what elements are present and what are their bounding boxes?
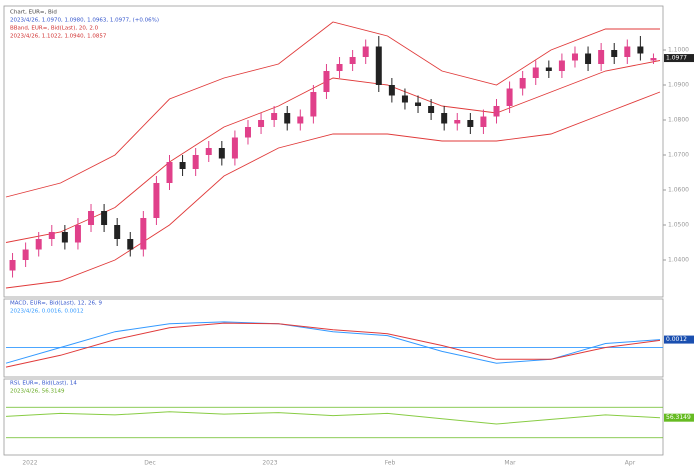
candle-body — [205, 148, 212, 155]
candle-body — [192, 155, 199, 169]
y-tick-label: 1.0600 — [668, 187, 689, 194]
y-tick-label: 1.0700 — [668, 152, 689, 159]
candle-body — [598, 50, 605, 64]
bb-lower — [5, 91, 661, 289]
candle-body — [310, 92, 317, 117]
main-info: 2023/4/26, 1.0970, 1.0980, 1.0963, 1.097… — [10, 18, 159, 24]
bb-upper — [5, 21, 660, 198]
x-tick-label: Apr — [625, 460, 636, 467]
candle-body — [336, 64, 343, 71]
y-tick-label: 1.0500 — [668, 222, 689, 229]
last-price-box — [664, 54, 694, 63]
candle-body — [88, 211, 95, 225]
candle-body — [231, 137, 238, 159]
bb-middle — [5, 60, 661, 243]
candle-body — [22, 249, 29, 260]
bb-title: BBand, EUR=, Bid(Last), 20, 2.0 — [10, 26, 99, 32]
y-tick-label: 1.0900 — [668, 82, 689, 89]
candle-body — [127, 239, 134, 250]
x-tick-label: 2023 — [262, 460, 277, 467]
candle-body — [218, 148, 225, 159]
macd-info: 2023/4/26, 0.0016, 0.0012 — [10, 309, 84, 315]
y-tick-label: 1.0400 — [668, 257, 689, 264]
candle-body — [532, 67, 539, 78]
main-frame — [3, 5, 664, 298]
main-title: Chart, EUR=, Bid — [10, 10, 57, 16]
candle-body — [624, 46, 631, 57]
candle-body — [637, 46, 644, 54]
bb-info: 2023/4/26, 1.1022, 1.0940, 1.0857 — [10, 34, 107, 40]
macd-last-box — [664, 335, 694, 344]
rsi-last: 56.3149 — [666, 414, 691, 421]
y-tick-label: 1.1000 — [668, 47, 689, 54]
candle-body — [558, 60, 565, 71]
candle-body — [284, 113, 291, 124]
candle-body — [9, 260, 16, 271]
y-tick-label: 1.0800 — [668, 117, 689, 124]
candle-body — [480, 116, 487, 127]
candle-body — [114, 225, 121, 239]
candle-body — [388, 85, 395, 96]
candle-body — [74, 225, 81, 243]
candle-body — [271, 113, 278, 120]
candle-body — [244, 127, 251, 138]
candle-body — [441, 113, 448, 124]
x-tick-label: 2022 — [22, 460, 37, 467]
x-tick-label: Dec — [144, 460, 156, 467]
candle-body — [258, 120, 265, 127]
candle-body — [545, 67, 552, 71]
rsi-info: 2023/4/26, 56.3149 — [10, 389, 65, 395]
last-price: 1.0977 — [666, 55, 687, 62]
x-tick-label: Feb — [385, 460, 396, 467]
rsi-title: RSI, EUR=, Bid(Last), 14 — [10, 381, 77, 387]
candle-body — [101, 211, 108, 225]
signal-line — [5, 322, 661, 368]
candle-body — [61, 232, 68, 243]
candle-body — [297, 116, 304, 124]
candle-body — [467, 120, 474, 127]
candle-body — [375, 46, 382, 85]
candle-body — [166, 162, 173, 183]
candle-body — [349, 57, 356, 64]
candle-body — [519, 78, 526, 89]
candle-body — [323, 71, 330, 92]
candle-body — [401, 95, 408, 103]
candle-body — [585, 53, 592, 64]
candle-body — [650, 58, 657, 61]
rsi-last-box — [664, 413, 694, 422]
candle-body — [48, 232, 55, 239]
candle-body — [140, 218, 147, 250]
candle-body — [153, 183, 160, 218]
candle-body — [611, 50, 618, 57]
candle-body — [179, 162, 186, 169]
candle-body — [571, 53, 578, 61]
macd-last: 0.0012 — [666, 336, 687, 343]
candle-body — [362, 46, 369, 57]
candle-body — [35, 239, 42, 250]
rsi-frame — [3, 378, 664, 456]
macd-title: MACD, EUR=, Bid(Last), 12, 26, 9 — [10, 301, 102, 307]
panel-borders — [3, 5, 664, 456]
rsi-line — [5, 411, 661, 425]
macd-frame — [3, 298, 664, 378]
candle-body — [428, 106, 435, 113]
candle-body — [493, 106, 500, 117]
candle-body — [454, 120, 461, 124]
candle-body — [415, 102, 422, 106]
x-tick-label: Mar — [504, 460, 516, 467]
candle-body — [506, 88, 513, 106]
